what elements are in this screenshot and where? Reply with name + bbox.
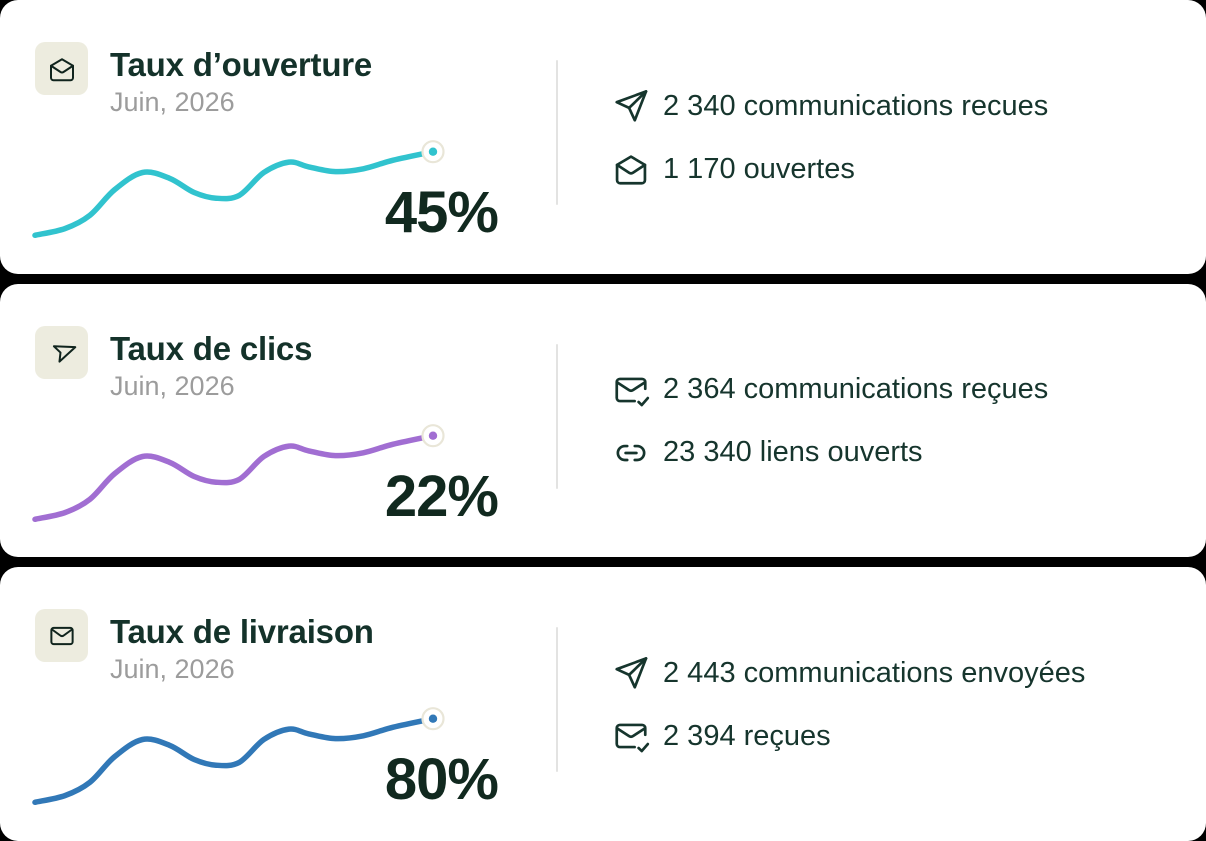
metric-percent: 22% (384, 463, 499, 529)
stat-text: 1 170 ouvertes (663, 152, 855, 185)
metric-card: Taux de clics Juin, 2026 22% 2 364 commu… (0, 283, 1206, 558)
sparkline-endpoint-dot (428, 714, 438, 724)
metric-icon-tile (35, 609, 88, 663)
metric-icon-tile (35, 42, 88, 95)
send-icon (612, 87, 650, 125)
sparkline-chart (32, 423, 445, 522)
stats-list: 2 364 communications reçues 23 340 liens… (612, 370, 1048, 473)
sparkline-endpoint-dot (428, 147, 438, 156)
stat-row: 2 364 communications reçues (612, 370, 1048, 410)
stat-row: 23 340 liens ouverts (612, 433, 1048, 473)
mail-closed-icon (47, 621, 77, 651)
stat-row: 2 394 reçues (612, 716, 1085, 756)
metric-header: Taux de clics Juin, 2026 (110, 330, 312, 402)
metric-icon-tile (35, 325, 88, 379)
sparkline-endpoint-dot (428, 431, 438, 440)
sparkline-chart (32, 140, 445, 239)
stat-text: 2 443 communications envoyées (663, 656, 1086, 689)
sparkline-path (32, 148, 436, 239)
metric-period: Juin, 2026 (110, 654, 235, 685)
metric-title: Taux de clics (110, 329, 313, 367)
stats-list: 2 443 communications envoyées 2 394 reçu… (612, 653, 1085, 756)
stat-text: 2 394 reçues (663, 719, 831, 752)
metric-period: Juin, 2026 (110, 370, 235, 401)
mail-check-icon (612, 717, 650, 755)
stat-text: 2 340 communications recues (663, 89, 1049, 122)
metric-percent: 80% (384, 747, 499, 813)
sparkline-path (32, 432, 436, 522)
metric-header: Taux de livraison Juin, 2026 (110, 613, 374, 685)
metric-title: Taux de livraison (110, 613, 374, 651)
stat-text: 23 340 liens ouverts (663, 436, 923, 469)
metric-percent: 45% (384, 180, 499, 245)
sparkline-path (32, 716, 436, 806)
stat-row: 2 443 communications envoyées (612, 653, 1085, 693)
cursor-icon (47, 337, 77, 367)
stat-text: 2 364 communications reçues (663, 373, 1049, 406)
metric-period: Juin, 2026 (110, 87, 235, 117)
stats-list: 2 340 communications recues 1 170 ouvert… (612, 86, 1048, 189)
vertical-divider (556, 343, 558, 489)
vertical-divider (556, 60, 558, 205)
vertical-divider (556, 627, 558, 773)
metric-title: Taux d’ouverture (110, 46, 373, 83)
sparkline-chart (32, 707, 445, 806)
send-icon (612, 654, 650, 692)
metric-card: Taux de livraison Juin, 2026 80% 2 443 c… (0, 567, 1206, 841)
mail-check-icon (612, 371, 650, 409)
stat-row: 2 340 communications recues (612, 86, 1048, 126)
link-icon (612, 434, 650, 472)
mail-open-icon (47, 54, 77, 84)
stat-row: 1 170 ouvertes (612, 149, 1048, 189)
metric-card: Taux d’ouverture Juin, 2026 45% 2 340 co… (0, 0, 1206, 274)
mail-open-icon (612, 150, 650, 188)
metric-header: Taux d’ouverture Juin, 2026 (110, 46, 372, 118)
